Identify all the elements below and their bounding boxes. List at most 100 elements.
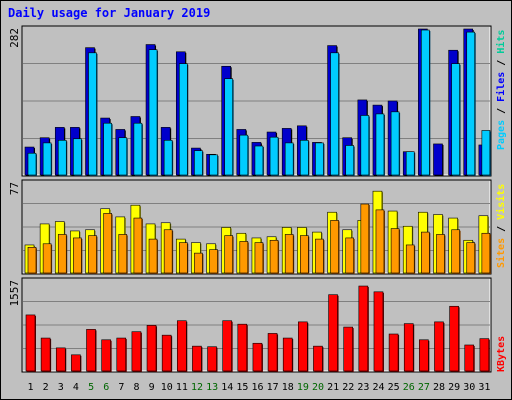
bar-kbytes-day-9 (146, 325, 157, 372)
x-label-day-3: 3 (58, 382, 64, 393)
bar-sites-day-14 (224, 235, 233, 274)
bar-hits-day-5 (88, 52, 97, 176)
bar-hits-day-7 (118, 137, 128, 176)
bar-kbytes-day-22 (343, 326, 354, 372)
bar-kbytes-day-16 (252, 342, 263, 372)
x-label-day-15: 15 (236, 382, 248, 393)
bar-hits-day-4 (73, 138, 82, 176)
bar-sites-day-25 (390, 228, 400, 274)
x-label-day-5: 5 (88, 382, 94, 393)
x-label-day-19: 19 (297, 382, 309, 393)
x-label-day-27: 27 (418, 382, 430, 393)
bar-hits-day-14 (224, 78, 233, 176)
x-label-day-14: 14 (221, 382, 233, 393)
bar-sites-day-17 (269, 239, 279, 274)
bar-sites-day-8 (133, 217, 143, 274)
y-max-label: 77 (8, 182, 21, 195)
legend-item-sites: Sites (495, 238, 507, 268)
bar-kbytes-day-5 (86, 329, 96, 372)
bar-kbytes-day-17 (267, 333, 278, 372)
bar-kbytes-day-15 (237, 323, 248, 372)
x-label-day-20: 20 (312, 382, 324, 393)
bar-sites-day-1 (27, 246, 37, 274)
bar-sites-day-4 (73, 237, 82, 274)
bar-sites-day-23 (360, 203, 370, 274)
bar-kbytes-day-13 (207, 346, 217, 372)
bar-sites-day-31 (481, 232, 491, 274)
bar-kbytes-day-21 (328, 294, 338, 372)
bar-hits-day-15 (239, 134, 249, 176)
x-label-day-9: 9 (149, 382, 155, 393)
bar-hits-day-1 (27, 152, 37, 176)
x-label-day-13: 13 (206, 382, 218, 393)
bar-kbytes-day-27 (419, 339, 429, 372)
bar-sites-day-3 (57, 234, 67, 274)
bar-sites-day-19 (300, 235, 309, 274)
legend-separator: / (496, 102, 507, 120)
x-label-day-17: 17 (267, 382, 279, 393)
x-label-day-30: 30 (463, 382, 475, 393)
bar-hits-day-8 (133, 122, 143, 176)
bar-hits-day-17 (269, 136, 279, 176)
bar-sites-day-24 (375, 209, 385, 274)
bar-sites-day-2 (42, 243, 52, 274)
bar-hits-day-12 (194, 150, 203, 176)
bar-kbytes-day-29 (449, 305, 459, 372)
x-label-day-1: 1 (28, 382, 34, 393)
bar-hits-day-24 (375, 113, 385, 176)
x-label-day-16: 16 (251, 382, 263, 393)
bar-sites-day-15 (239, 241, 249, 274)
x-label-day-28: 28 (433, 382, 445, 393)
bar-kbytes-day-4 (71, 354, 81, 372)
bar-sites-day-7 (118, 234, 128, 274)
bar-kbytes-day-3 (55, 347, 66, 372)
chart-title: Daily usage for January 2019 (8, 6, 211, 20)
x-label-day-21: 21 (327, 382, 339, 393)
x-label-day-10: 10 (161, 382, 173, 393)
bar-hits-day-20 (315, 142, 324, 176)
x-label-day-26: 26 (403, 382, 415, 393)
bar-hits-day-25 (390, 111, 400, 176)
x-label-day-18: 18 (282, 382, 294, 393)
bar-hits-day-19 (300, 140, 309, 176)
bar-sites-day-9 (148, 238, 158, 274)
bar-kbytes-day-2 (40, 337, 51, 372)
bar-sites-day-16 (254, 242, 264, 274)
x-label-day-22: 22 (342, 382, 354, 393)
bar-sites-day-5 (88, 235, 97, 274)
bar-hits-day-27 (421, 29, 430, 176)
bar-sites-day-21 (330, 220, 339, 274)
x-label-day-31: 31 (478, 382, 490, 393)
bar-hits-day-2 (42, 142, 52, 176)
bar-hits-day-26 (405, 151, 415, 176)
legend-separator: / (496, 220, 507, 238)
bar-hits-day-6 (103, 122, 112, 176)
legend-item-kbytes: KBytes (496, 336, 507, 372)
bar-kbytes-day-20 (313, 345, 323, 372)
bar-sites-day-11 (178, 242, 188, 274)
bar-hits-day-3 (57, 140, 67, 176)
legend-item-hits: Hits (495, 30, 507, 54)
y-max-label: 1557 (8, 280, 21, 307)
bar-kbytes-day-14 (222, 320, 232, 372)
bar-sites-day-22 (345, 237, 355, 274)
x-label-day-25: 25 (388, 382, 400, 393)
bar-sites-day-20 (315, 238, 324, 274)
bar-sites-day-10 (163, 229, 173, 274)
x-label-day-7: 7 (118, 382, 124, 393)
bar-kbytes-day-1 (25, 314, 36, 372)
bar-sites-day-26 (405, 244, 415, 274)
legend-item-pages: Pages (496, 120, 507, 150)
bar-sites-day-12 (194, 252, 203, 274)
bar-hits-day-31 (481, 130, 491, 176)
bar-sites-day-28 (436, 234, 445, 274)
bar-kbytes-day-19 (298, 321, 308, 372)
x-label-day-24: 24 (373, 382, 385, 393)
bar-kbytes-day-26 (403, 323, 414, 372)
x-label-day-12: 12 (191, 382, 203, 393)
legend-item-visits: Visits (495, 184, 507, 220)
bar-hits-day-11 (178, 63, 188, 176)
bar-sites-day-18 (284, 234, 294, 274)
bar-hits-day-18 (284, 142, 294, 176)
